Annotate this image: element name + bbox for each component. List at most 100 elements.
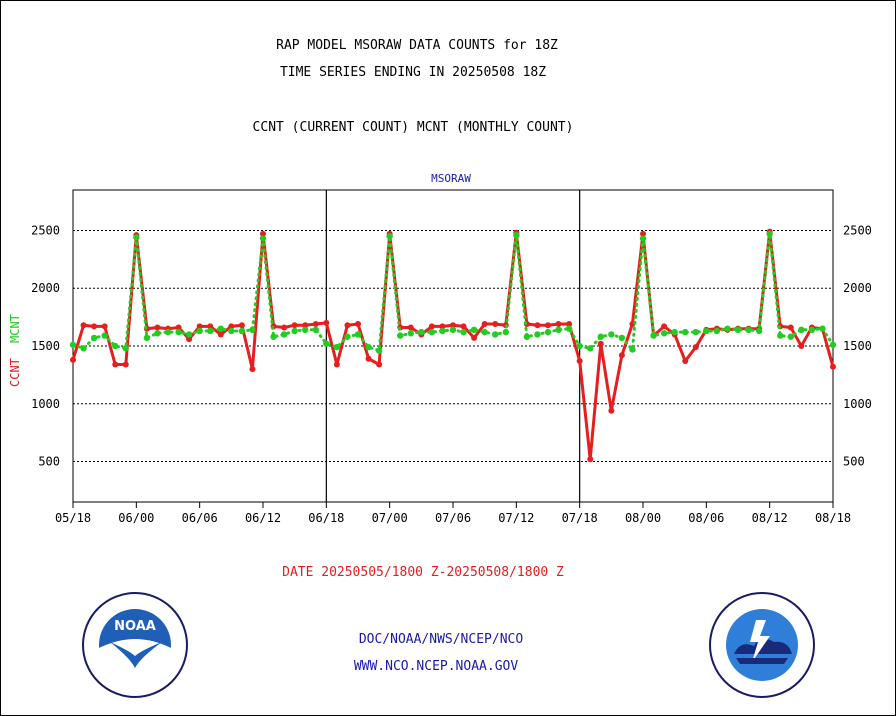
data-point-mcnt bbox=[724, 325, 731, 332]
data-point-mcnt bbox=[608, 331, 615, 338]
data-point-ccnt bbox=[154, 324, 161, 331]
data-point-mcnt bbox=[354, 331, 362, 338]
y-tick-label-left: 1500 bbox=[31, 339, 60, 353]
data-point-mcnt bbox=[587, 345, 594, 352]
data-point-mcnt bbox=[185, 331, 193, 338]
data-point-mcnt bbox=[671, 328, 678, 336]
series-line-ccnt bbox=[71, 230, 835, 461]
data-point-ccnt bbox=[228, 323, 235, 330]
data-point-mcnt bbox=[196, 327, 203, 335]
noaa-logo: NOAA bbox=[82, 592, 188, 698]
data-point-mcnt bbox=[650, 332, 657, 339]
data-point-ccnt bbox=[682, 358, 689, 365]
data-point-mcnt bbox=[238, 327, 246, 335]
data-point-mcnt bbox=[312, 326, 319, 334]
data-point-mcnt bbox=[460, 328, 467, 336]
data-point-mcnt bbox=[639, 235, 647, 242]
data-point-mcnt bbox=[122, 345, 129, 352]
data-point-ccnt bbox=[291, 322, 298, 329]
x-tick-label: 08/18 bbox=[815, 511, 851, 525]
data-point-mcnt bbox=[386, 233, 393, 240]
data-point-ccnt bbox=[260, 230, 266, 237]
data-point-ccnt bbox=[492, 321, 499, 328]
noaa-logo-text: NOAA bbox=[114, 619, 156, 634]
data-point-ccnt bbox=[70, 356, 76, 363]
x-tick-label: 07/18 bbox=[562, 511, 598, 525]
x-tick-label: 07/06 bbox=[435, 511, 471, 525]
data-point-mcnt bbox=[777, 332, 784, 339]
data-point-mcnt bbox=[249, 326, 256, 334]
data-point-mcnt bbox=[565, 325, 573, 332]
data-point-ccnt bbox=[376, 361, 383, 368]
chart-subtitle: TIME SERIES ENDING IN 20250508 18Z bbox=[279, 65, 547, 80]
credit-line-2: WWW.NCO.NCEP.NOAA.GOV bbox=[353, 659, 519, 674]
data-point-ccnt bbox=[344, 322, 351, 329]
x-tick-label: 06/06 bbox=[182, 511, 218, 525]
data-point-mcnt bbox=[323, 340, 330, 347]
data-point-mcnt bbox=[618, 334, 626, 342]
data-point-mcnt bbox=[439, 327, 446, 335]
y-tick-label-left: 2000 bbox=[31, 281, 60, 295]
data-point-mcnt bbox=[703, 327, 710, 335]
data-point-ccnt bbox=[587, 456, 594, 463]
x-tick-label: 08/00 bbox=[625, 511, 661, 525]
data-point-ccnt bbox=[830, 363, 836, 370]
credit-line-1: DOC/NOAA/NWS/NCEP/NCO bbox=[358, 632, 524, 647]
data-point-mcnt bbox=[69, 341, 77, 349]
data-point-mcnt bbox=[819, 325, 826, 332]
data-point-ccnt bbox=[312, 321, 319, 328]
y-tick-label-right: 1500 bbox=[843, 339, 872, 353]
data-point-mcnt bbox=[143, 334, 151, 342]
data-point-mcnt bbox=[492, 331, 499, 338]
data-point-mcnt bbox=[375, 347, 383, 354]
data-point-mcnt bbox=[175, 328, 182, 336]
data-point-mcnt bbox=[576, 342, 583, 350]
data-point-mcnt bbox=[333, 343, 341, 351]
data-point-ccnt bbox=[112, 361, 119, 368]
x-tick-label: 06/00 bbox=[118, 511, 154, 525]
data-point-mcnt bbox=[470, 326, 478, 334]
data-point-mcnt bbox=[555, 326, 562, 334]
y-tick-label-right: 500 bbox=[843, 455, 865, 469]
data-point-mcnt bbox=[259, 235, 267, 242]
y-tick-label-left: 2500 bbox=[31, 223, 60, 237]
data-point-ccnt bbox=[566, 321, 573, 328]
data-point-mcnt bbox=[133, 234, 140, 241]
data-point-ccnt bbox=[555, 321, 562, 328]
chart-title: RAP MODEL MSORAW DATA COUNTS for 18Z bbox=[276, 38, 558, 53]
data-point-mcnt bbox=[428, 328, 436, 336]
data-point-mcnt bbox=[544, 328, 552, 336]
data-point-mcnt bbox=[449, 326, 457, 334]
data-point-mcnt bbox=[597, 333, 604, 340]
data-point-ccnt bbox=[481, 321, 488, 328]
data-point-ccnt bbox=[80, 322, 87, 329]
y-tick-label-right: 2000 bbox=[843, 281, 872, 295]
data-point-mcnt bbox=[798, 326, 805, 334]
data-point-mcnt bbox=[164, 328, 172, 336]
data-point-ccnt bbox=[101, 323, 108, 330]
panel-label: MSORAW bbox=[431, 172, 471, 185]
data-point-ccnt bbox=[576, 358, 583, 365]
data-point-mcnt bbox=[523, 333, 531, 340]
data-point-ccnt bbox=[91, 323, 98, 330]
data-point-mcnt bbox=[154, 330, 161, 337]
data-point-mcnt bbox=[534, 331, 541, 338]
data-point-ccnt bbox=[175, 324, 182, 331]
data-point-ccnt bbox=[597, 340, 604, 347]
data-point-mcnt bbox=[344, 333, 351, 340]
data-point-mcnt bbox=[692, 328, 699, 336]
data-point-mcnt bbox=[365, 343, 372, 351]
x-tick-label: 05/18 bbox=[55, 511, 91, 525]
data-point-ccnt bbox=[333, 361, 340, 368]
data-point-mcnt bbox=[513, 231, 520, 239]
data-point-ccnt bbox=[640, 230, 646, 237]
data-point-mcnt bbox=[90, 334, 98, 342]
data-point-ccnt bbox=[355, 321, 361, 328]
data-point-ccnt bbox=[450, 322, 456, 329]
date-range: DATE 20250505/1800 Z-20250508/1800 Z bbox=[282, 565, 564, 580]
data-point-mcnt bbox=[228, 327, 235, 335]
data-point-mcnt bbox=[829, 341, 837, 349]
data-point-ccnt bbox=[217, 331, 224, 338]
data-point-ccnt bbox=[186, 336, 193, 343]
data-point-mcnt bbox=[787, 333, 794, 340]
